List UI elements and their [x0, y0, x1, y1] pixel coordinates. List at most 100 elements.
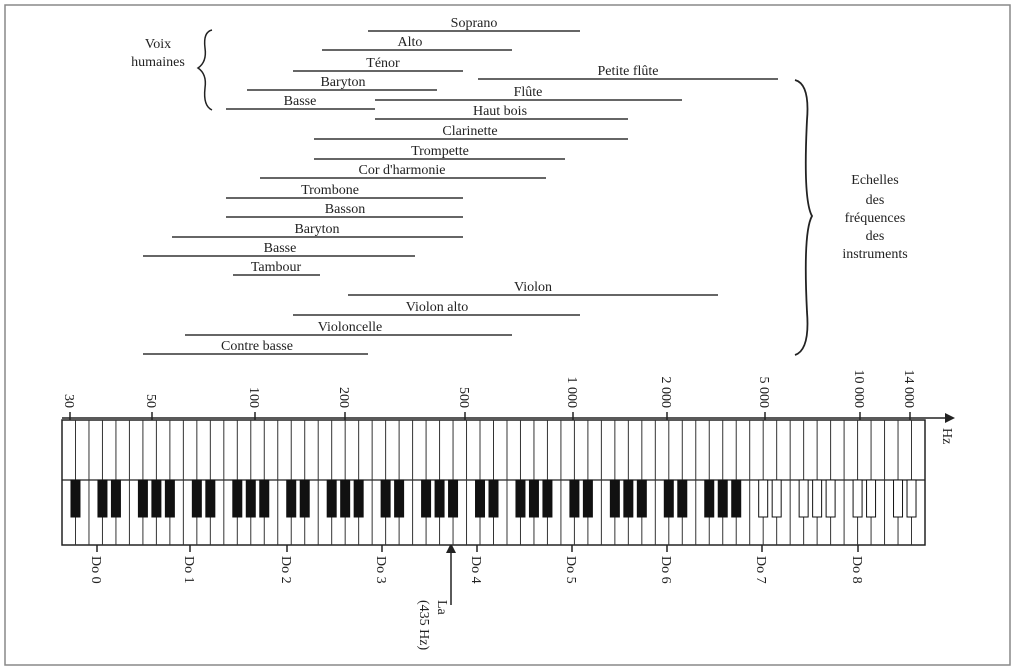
range-label: Trombone — [301, 183, 359, 198]
black-key — [866, 479, 877, 518]
black-key — [353, 479, 364, 518]
black-key — [771, 479, 782, 518]
black-key — [704, 479, 715, 518]
axis-tick-label: 500 — [456, 387, 471, 408]
axis-arrow — [945, 413, 955, 423]
range-label: Trompette — [411, 144, 469, 159]
range-label: Haut bois — [473, 104, 527, 119]
black-key — [852, 479, 863, 518]
instruments-label: fréquences — [845, 211, 906, 226]
la-label: (435 Hz) — [416, 600, 431, 650]
range-label: Violon — [514, 280, 552, 295]
black-key — [717, 479, 728, 518]
axis-tick-label: 2 000 — [658, 377, 673, 409]
black-key — [475, 479, 486, 518]
axis-unit: Hz — [939, 428, 954, 444]
black-key — [434, 479, 445, 518]
black-key — [97, 479, 108, 518]
black-key — [326, 479, 337, 518]
octave-label: Do 8 — [849, 556, 864, 584]
black-key — [623, 479, 634, 518]
black-key — [70, 479, 81, 518]
voices-brace — [196, 29, 213, 111]
range-label: Basse — [264, 241, 297, 256]
black-key — [906, 479, 917, 518]
voices-label: humaines — [131, 55, 185, 70]
black-key — [488, 479, 499, 518]
instruments-label: des — [866, 193, 885, 208]
black-key — [137, 479, 148, 518]
black-key — [421, 479, 432, 518]
black-key — [582, 479, 593, 518]
black-key — [731, 479, 742, 518]
range-label: Violoncelle — [318, 320, 382, 335]
range-label: Tambour — [251, 260, 302, 275]
axis-tick-label: 200 — [336, 387, 351, 408]
axis-tick-label: 10 000 — [851, 370, 866, 409]
range-label: Petite flûte — [597, 64, 658, 79]
black-key — [609, 479, 620, 518]
black-key — [259, 479, 270, 518]
range-label: Contre basse — [221, 339, 293, 354]
black-key — [110, 479, 121, 518]
range-label: Clarinette — [442, 124, 497, 139]
black-key — [205, 479, 216, 518]
black-key — [528, 479, 539, 518]
black-key — [542, 479, 553, 518]
black-key — [515, 479, 526, 518]
range-label: Soprano — [451, 16, 498, 31]
black-key — [245, 479, 256, 518]
black-key — [394, 479, 405, 518]
black-key — [663, 479, 674, 518]
axis-tick-label: 100 — [246, 387, 261, 408]
octave-label: Do 5 — [563, 556, 578, 584]
la-label: La — [434, 600, 449, 616]
axis-tick-label: 50 — [143, 394, 158, 408]
black-key — [232, 479, 243, 518]
la-arrow-head — [446, 543, 456, 553]
black-key — [191, 479, 202, 518]
octave-label: Do 7 — [753, 556, 768, 584]
black-key — [340, 479, 351, 518]
black-key — [299, 479, 310, 518]
range-label: Baryton — [294, 222, 339, 237]
black-key — [812, 479, 823, 518]
instruments-label: des — [866, 229, 885, 244]
octave-label: Do 6 — [658, 556, 673, 584]
black-key — [164, 479, 175, 518]
range-label: Baryton — [320, 75, 365, 90]
range-label: Ténor — [366, 56, 400, 71]
range-label: Basson — [325, 202, 365, 217]
range-label: Flûte — [514, 85, 543, 100]
octave-label: Do 3 — [373, 556, 388, 584]
black-key — [569, 479, 580, 518]
axis-tick-label: 30 — [61, 394, 76, 408]
range-label: Alto — [398, 35, 423, 50]
black-key — [380, 479, 391, 518]
octave-label: Do 4 — [468, 556, 483, 584]
black-key — [151, 479, 162, 518]
instruments-label: Echelles — [851, 173, 898, 188]
black-key — [677, 479, 688, 518]
black-key — [893, 479, 904, 518]
black-key — [448, 479, 459, 518]
axis-tick-label: 5 000 — [756, 377, 771, 409]
frame — [4, 4, 1011, 666]
black-key — [286, 479, 297, 518]
range-label: Cor d'harmonie — [359, 163, 446, 178]
black-key — [758, 479, 769, 518]
range-label: Basse — [284, 94, 317, 109]
instruments-label: instruments — [842, 247, 907, 262]
octave-label: Do 1 — [181, 556, 196, 584]
instruments-brace — [794, 79, 814, 356]
axis-tick-label: 1 000 — [564, 377, 579, 409]
voices-label: Voix — [145, 37, 171, 52]
octave-label: Do 2 — [278, 556, 293, 584]
axis-tick-label: 14 000 — [901, 370, 916, 409]
range-label: Violon alto — [406, 300, 469, 315]
octave-label: Do 0 — [88, 556, 103, 584]
black-key — [825, 479, 836, 518]
black-key — [636, 479, 647, 518]
black-key — [798, 479, 809, 518]
